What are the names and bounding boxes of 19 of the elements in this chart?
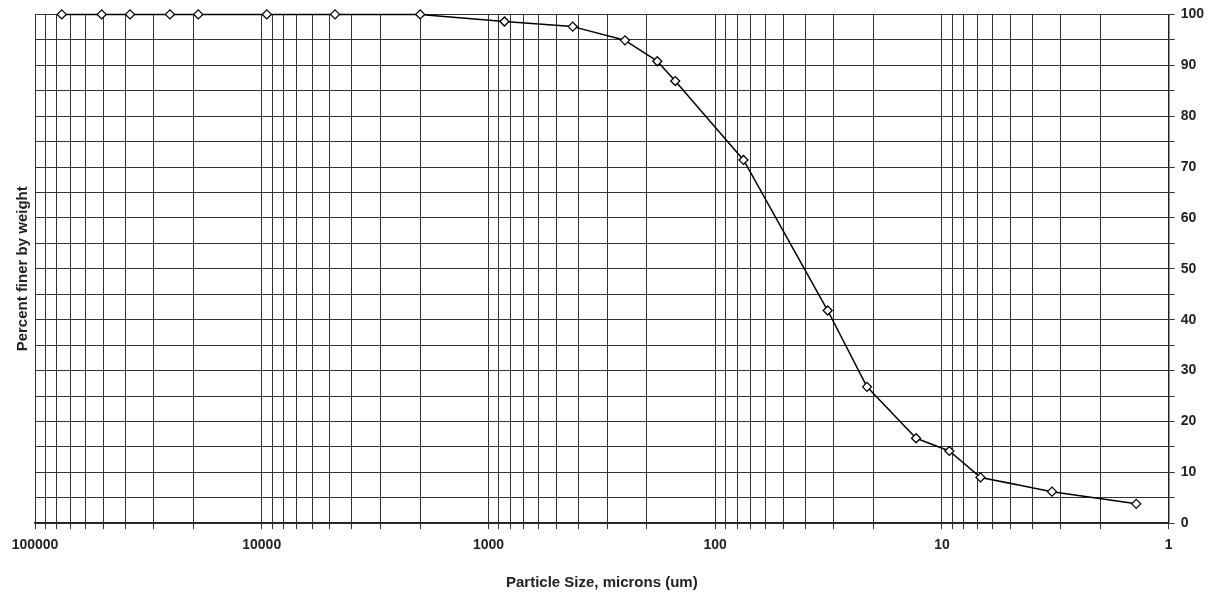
y-tick-label: 100 <box>1180 5 1205 22</box>
y-axis-title: Percent finer by weight <box>12 186 30 352</box>
y-tick-label: 60 <box>1180 208 1197 225</box>
y-tick-label: 20 <box>1180 412 1197 429</box>
x-tick-label: 1000 <box>472 536 505 553</box>
y-tick-label: 30 <box>1180 361 1197 378</box>
y-tick-label: 80 <box>1180 107 1197 124</box>
x-tick-label: 1 <box>1164 536 1173 553</box>
x-tick-label: 10 <box>934 536 950 553</box>
x-tick-label: 100000 <box>11 536 59 553</box>
y-tick-label: 90 <box>1180 56 1197 73</box>
y-tick-label: 40 <box>1180 310 1197 327</box>
x-tick-label: 10000 <box>242 536 282 553</box>
x-tick-label: 100 <box>703 536 728 553</box>
y-tick-label: 0 <box>1180 514 1189 531</box>
x-axis-title: Particle Size, microns (um) <box>505 573 698 591</box>
y-tick-label: 50 <box>1180 259 1197 276</box>
y-tick-label: 10 <box>1180 463 1197 480</box>
y-tick-label: 70 <box>1180 157 1197 174</box>
